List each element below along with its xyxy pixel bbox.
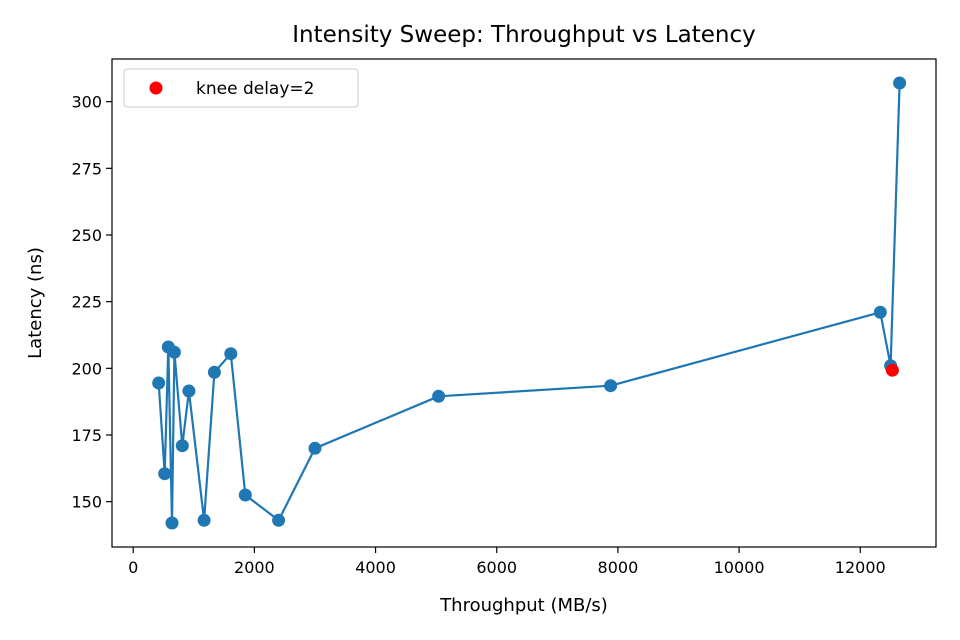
x-axis-label: Throughput (MB/s) <box>439 595 608 616</box>
data-point <box>158 467 172 481</box>
y-tick-label: 225 <box>71 293 102 312</box>
data-point <box>893 76 907 90</box>
knee-point <box>885 363 899 377</box>
legend-marker-knee <box>149 81 163 95</box>
data-point <box>152 376 166 390</box>
x-tick-label: 8000 <box>598 558 639 577</box>
data-point <box>272 513 286 527</box>
x-tick-label: 10000 <box>714 558 765 577</box>
x-tick-label: 2000 <box>234 558 275 577</box>
y-tick-label: 275 <box>71 159 102 178</box>
data-point <box>182 384 196 398</box>
data-point <box>207 365 221 379</box>
legend: knee delay=2 <box>123 68 359 108</box>
data-point <box>308 441 322 455</box>
legend-label-knee: knee delay=2 <box>196 79 314 99</box>
y-tick-label: 150 <box>71 493 102 512</box>
series-layer <box>152 76 907 530</box>
y-tick-label: 200 <box>71 359 102 378</box>
x-axis: 0 2000 4000 6000 8000 10000 12000 <box>128 547 886 577</box>
x-tick-label: 4000 <box>355 558 396 577</box>
data-point <box>175 439 189 453</box>
y-tick-label: 250 <box>71 226 102 245</box>
data-point <box>432 389 446 403</box>
data-point <box>161 340 175 354</box>
data-point <box>197 513 211 527</box>
x-tick-label: 6000 <box>476 558 517 577</box>
chart-title: Intensity Sweep: Throughput vs Latency <box>292 22 756 48</box>
legend-box <box>123 68 359 108</box>
x-tick-label: 12000 <box>835 558 886 577</box>
data-point <box>165 516 179 530</box>
plot-area <box>111 58 937 548</box>
y-tick-label: 175 <box>71 426 102 445</box>
data-point <box>224 347 238 361</box>
y-axis: 150 175 200 225 250 275 300 <box>71 93 112 512</box>
data-point <box>604 379 618 393</box>
series-line <box>157 82 901 525</box>
y-axis-label: Latency (ns) <box>25 247 46 359</box>
data-point <box>238 488 252 502</box>
data-point <box>873 305 887 319</box>
y-tick-label: 300 <box>71 93 102 112</box>
x-tick-label: 0 <box>128 558 138 577</box>
